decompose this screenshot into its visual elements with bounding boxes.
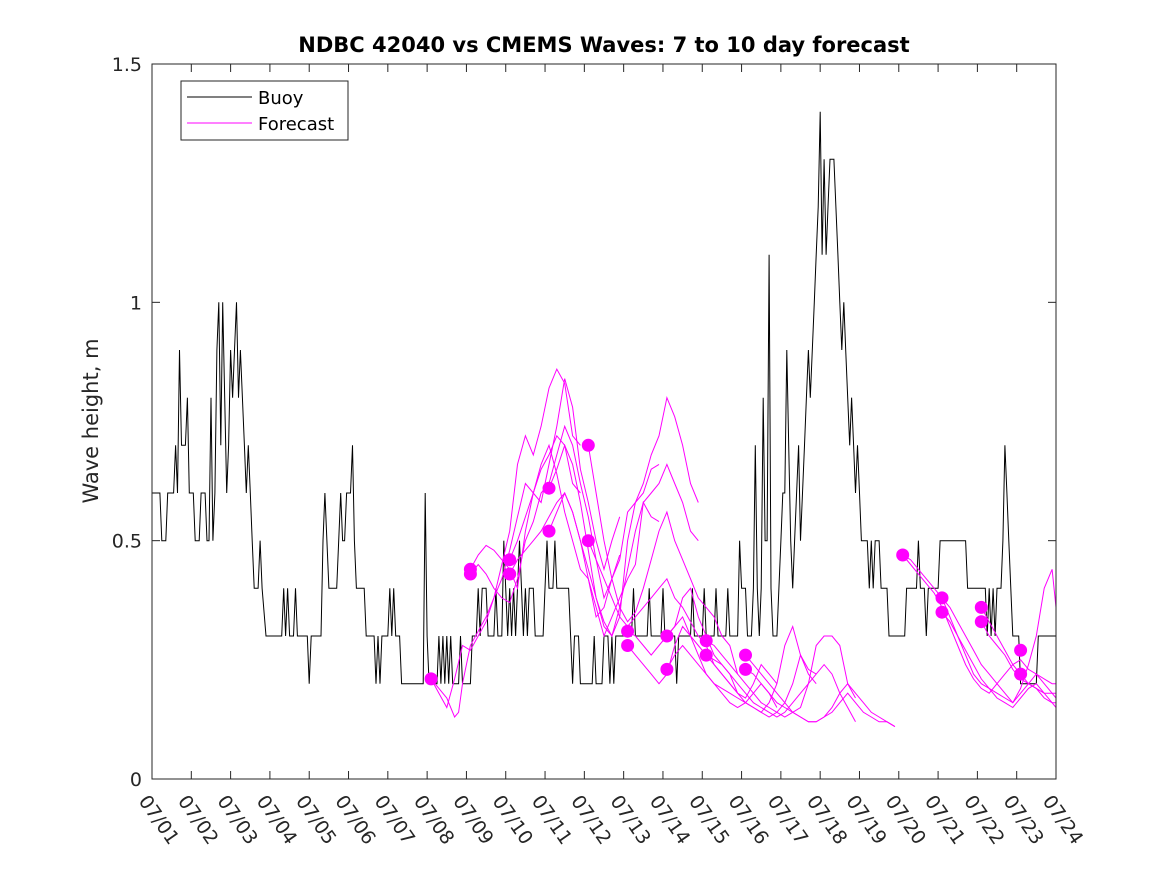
legend-buoy-label: Buoy — [258, 88, 304, 109]
forecast-marker — [660, 629, 674, 643]
forecast-marker — [935, 591, 949, 605]
forecast-marker — [935, 605, 949, 619]
forecast-line — [548, 395, 699, 637]
forecast-line — [627, 625, 778, 709]
forecast-marker — [503, 567, 517, 581]
forecast-marker — [974, 600, 988, 614]
forecast-line — [509, 492, 660, 638]
forecast-marker — [621, 624, 635, 638]
forecast-marker — [503, 553, 517, 567]
y-tick-label: 1.5 — [112, 54, 142, 76]
forecast-line — [627, 587, 778, 699]
forecast-line — [509, 443, 660, 619]
legend: Buoy Forecast — [180, 80, 349, 141]
y-tick-label: 0 — [130, 769, 142, 791]
forecast-line — [902, 554, 1057, 704]
buoy-series — [152, 111, 1056, 685]
forecast-line — [587, 540, 738, 694]
forecast-line — [941, 611, 1057, 709]
plot-area — [152, 64, 1056, 779]
forecast-line — [548, 463, 699, 638]
forecast-marker — [739, 662, 752, 676]
forecast-marker — [660, 662, 674, 676]
legend-forecast-label: Forecast — [258, 114, 334, 135]
forecast-markers — [424, 438, 1028, 686]
forecast-line — [705, 654, 856, 723]
forecast-marker — [581, 534, 595, 548]
y-axis-label: Wave height, m — [79, 338, 103, 503]
forecast-line — [941, 597, 1057, 704]
forecast-line — [430, 367, 581, 718]
forecast-marker — [621, 639, 635, 652]
forecast-marker — [1014, 667, 1028, 681]
forecast-line — [587, 445, 739, 675]
forecast-series — [430, 367, 1057, 728]
forecast-line — [666, 644, 817, 718]
y-axis: 0 0.5 1 1.5 — [112, 54, 1056, 791]
buoy-line — [152, 111, 1056, 685]
forecast-marker — [542, 524, 556, 538]
forecast-marker — [896, 548, 910, 562]
forecast-marker — [581, 438, 595, 452]
y-tick-label: 1 — [130, 292, 142, 314]
forecast-line — [902, 554, 1056, 694]
y-tick-label: 0.5 — [112, 531, 142, 553]
forecast-line — [745, 668, 896, 728]
forecast-marker — [699, 648, 713, 662]
forecast-marker — [424, 672, 438, 686]
forecast-marker — [1014, 643, 1028, 657]
forecast-marker — [463, 567, 477, 581]
forecast-line — [666, 615, 817, 713]
chart-title: NDBC 42040 vs CMEMS Waves: 7 to 10 day f… — [298, 33, 909, 57]
plot-frame — [151, 63, 1057, 780]
forecast-marker — [699, 634, 713, 648]
legend-box — [180, 80, 349, 141]
forecast-marker — [739, 648, 752, 662]
forecast-marker — [974, 615, 988, 629]
forecast-marker — [542, 481, 556, 495]
